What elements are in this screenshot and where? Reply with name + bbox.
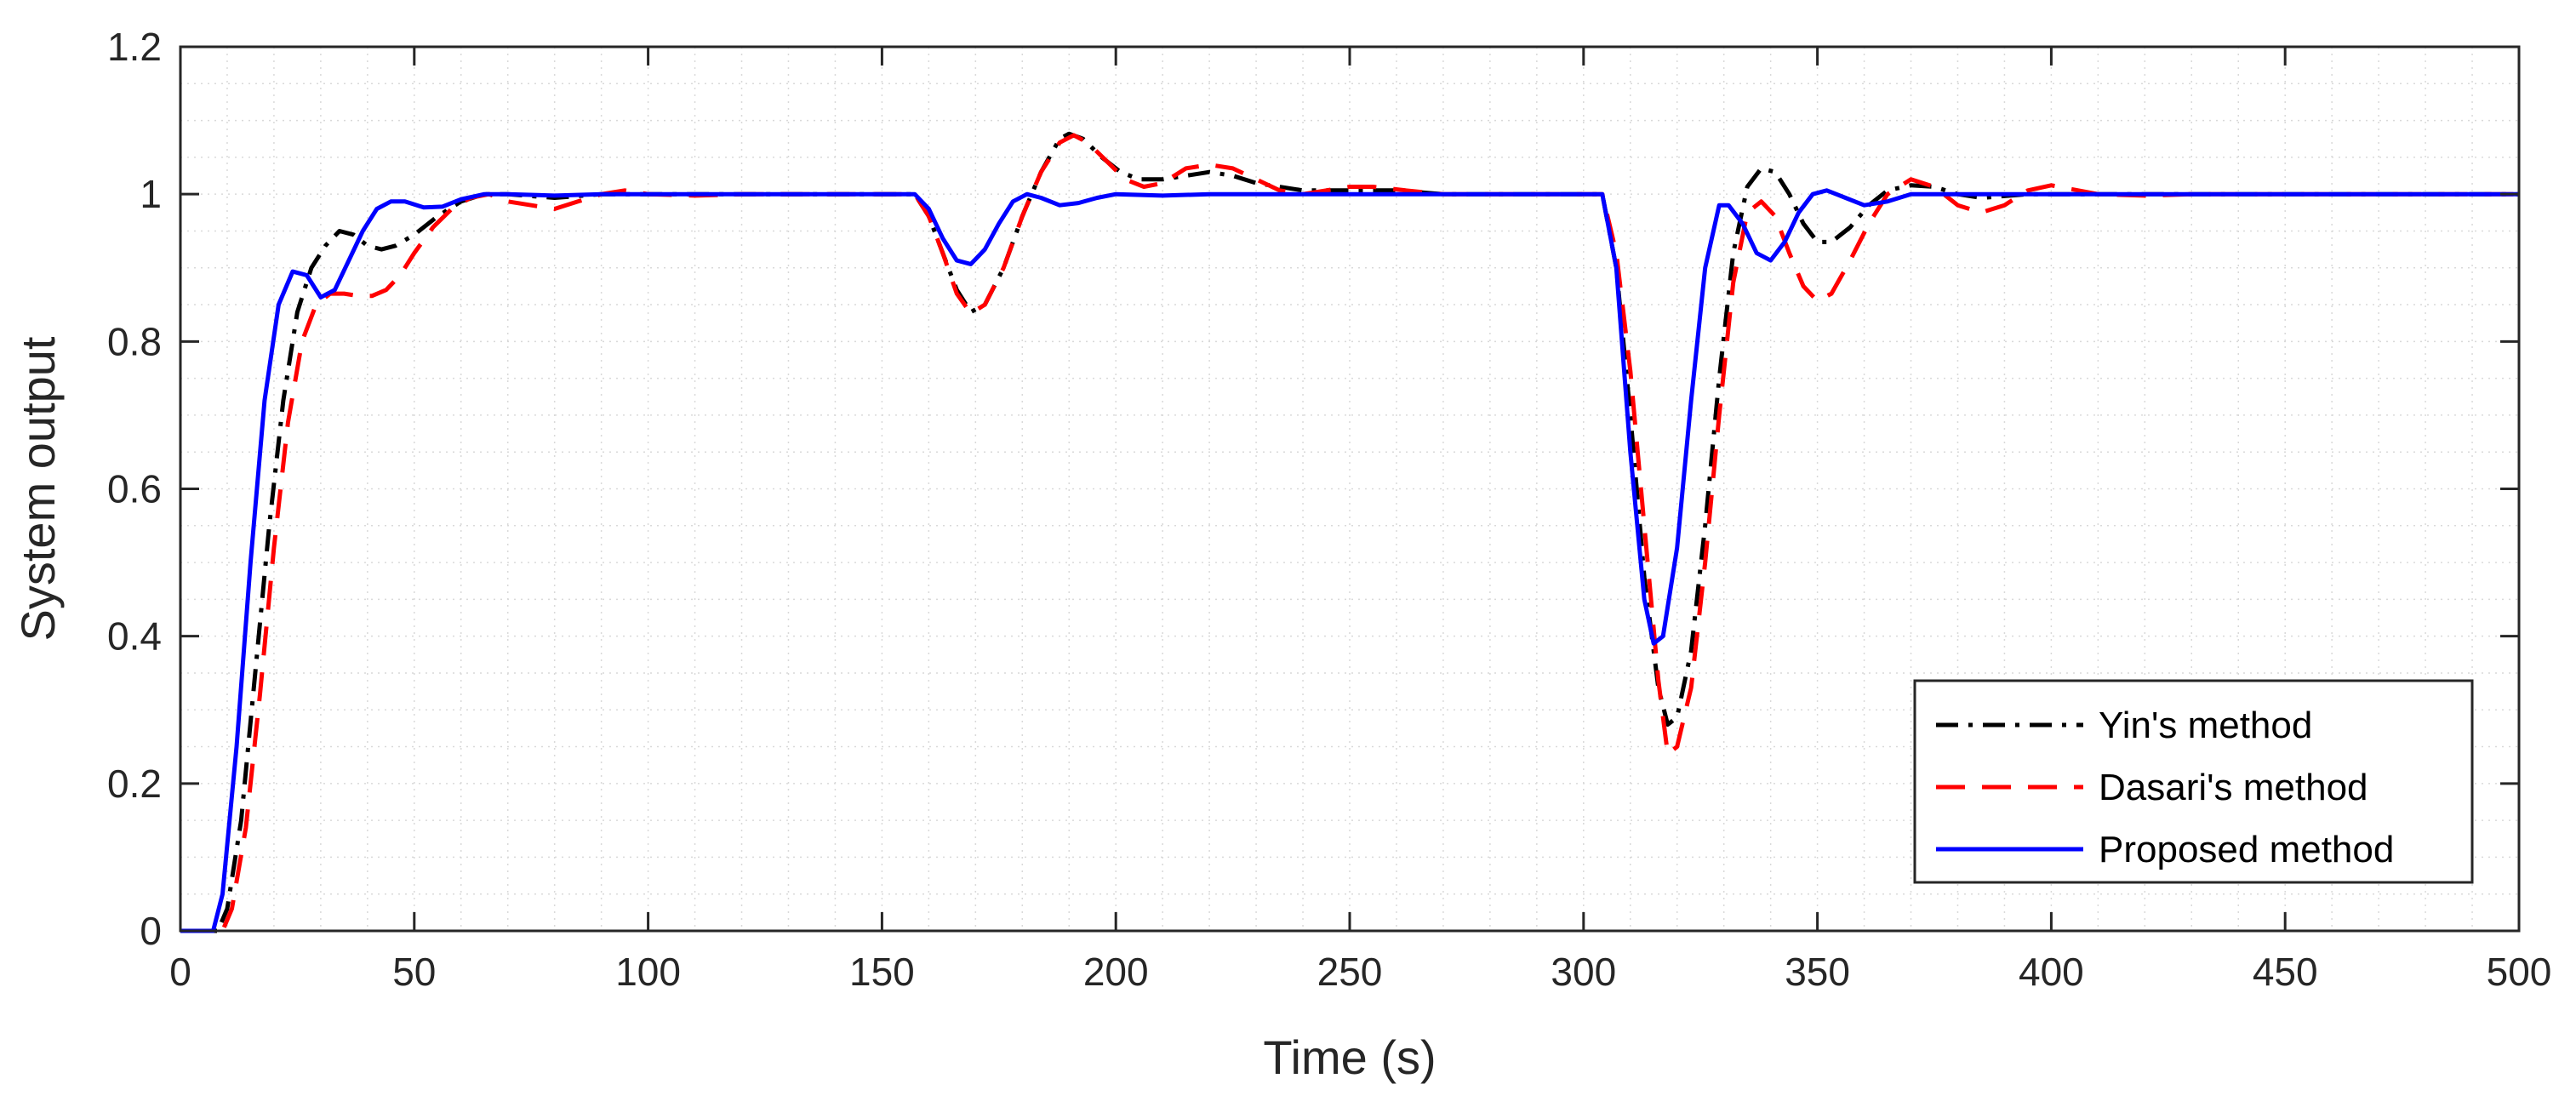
y-tick-label: 1.2 bbox=[107, 25, 162, 69]
x-tick-label: 200 bbox=[1083, 950, 1149, 994]
series-line-1 bbox=[180, 131, 2519, 933]
legend-label-2: Dasari's method bbox=[2099, 767, 2368, 808]
y-tick-labels: 0 0.2 0.4 0.6 0.8 1 1.2 bbox=[107, 25, 162, 953]
x-tick-label: 250 bbox=[1317, 950, 1383, 994]
x-tick-label: 350 bbox=[1785, 950, 1850, 994]
x-tick-label: 500 bbox=[2487, 950, 2552, 994]
y-tick-label: 0.8 bbox=[107, 319, 162, 363]
y-tick-label: 0.6 bbox=[107, 467, 162, 511]
x-tick-label: 0 bbox=[169, 950, 191, 994]
y-axis-label: System output bbox=[11, 336, 65, 641]
x-tick-label: 450 bbox=[2253, 950, 2318, 994]
axis-ticks bbox=[179, 45, 2521, 933]
x-tick-labels: 0 50 100 150 200 250 300 350 400 450 500 bbox=[169, 950, 2551, 994]
x-axis-label: Time (s) bbox=[1263, 1030, 1436, 1084]
x-tick-label: 400 bbox=[2019, 950, 2084, 994]
x-tick-label: 150 bbox=[849, 950, 915, 994]
x-tick-label: 100 bbox=[615, 950, 681, 994]
y-tick-label: 0 bbox=[140, 909, 162, 953]
x-tick-label: 300 bbox=[1551, 950, 1616, 994]
x-tick-label: 50 bbox=[392, 950, 436, 994]
y-tick-label: 1 bbox=[140, 172, 162, 216]
legend: Yin's method Dasari's method Proposed meth… bbox=[1913, 679, 2474, 884]
legend-label-3: Proposed method bbox=[2099, 829, 2394, 870]
y-tick-label: 0.2 bbox=[107, 762, 162, 806]
series-line-2 bbox=[180, 133, 2519, 933]
legend-label-1: Yin's method bbox=[2099, 705, 2312, 746]
y-tick-label: 0.4 bbox=[107, 614, 162, 659]
series-line-3 bbox=[180, 188, 2519, 933]
series-lines bbox=[180, 131, 2519, 933]
